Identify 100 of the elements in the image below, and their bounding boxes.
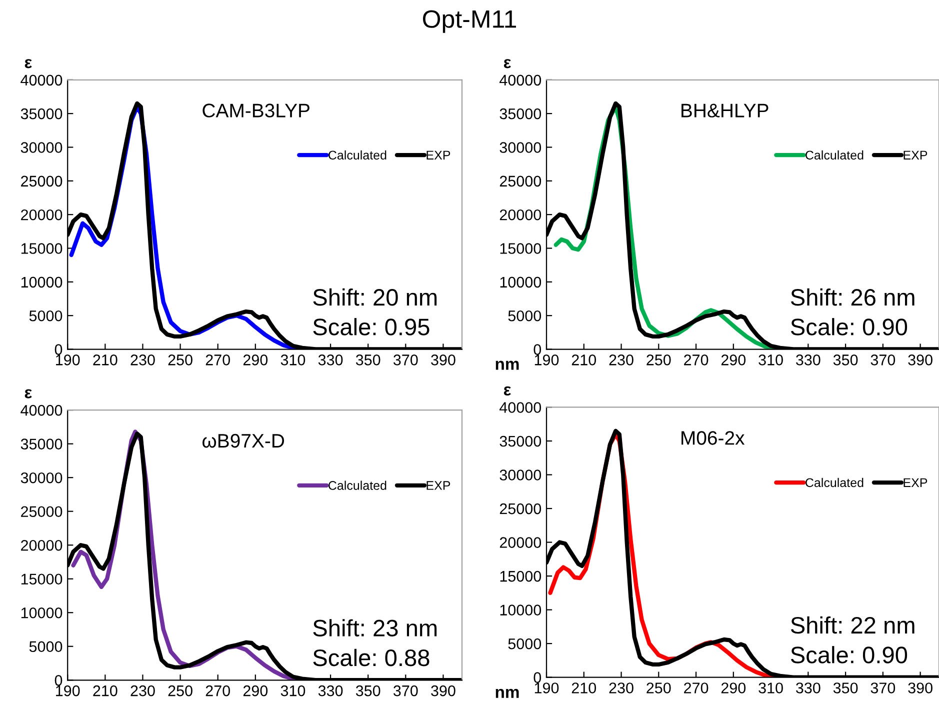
x-tick-label: 310 [758, 682, 783, 694]
x-tick-label: 330 [318, 685, 343, 696]
y-tick-label: 15000 [21, 574, 62, 585]
x-tick-label: 270 [206, 354, 230, 366]
y-tick-label: 35000 [20, 108, 62, 120]
x-tick-label: 350 [356, 685, 380, 696]
x-tick-label: 370 [870, 682, 896, 694]
annotation: CAM-B3LYP [202, 104, 310, 118]
x-tick-label: 350 [833, 682, 858, 694]
y-tick-label: 25000 [21, 506, 62, 518]
x-tick-label: 270 [206, 685, 230, 696]
y-tick-label: 30000 [500, 142, 542, 153]
y-tick-label: 20000 [500, 537, 542, 548]
x-tick-label: 250 [646, 682, 671, 694]
y-tick-label: 35000 [500, 108, 542, 120]
y-tick-label: 10000 [500, 604, 542, 616]
y-axis-title: ε [504, 386, 511, 396]
y-tick-label: 30000 [20, 472, 62, 484]
y-tick-label: 30000 [20, 142, 62, 153]
y-tick-label: 40000 [500, 74, 542, 86]
y-tick-label: 40000 [20, 404, 62, 416]
x-tick-label: 350 [356, 354, 380, 366]
x-tick-label: 190 [534, 682, 559, 694]
legend-label: Calculated [328, 480, 386, 490]
y-tick-label: 40000 [500, 402, 542, 413]
legend-label: Calculated [328, 150, 386, 160]
x-tick-label: 330 [796, 354, 820, 366]
legend-label: Calculated [806, 478, 864, 488]
x-tick-label: 290 [721, 682, 746, 694]
y-axis-title: ε [24, 59, 32, 68]
annotation: M06-2x [682, 431, 745, 445]
annotation: BH&HLYP [682, 104, 768, 118]
x-axis-title: nm [496, 360, 519, 370]
annotation: Shift: 23 nm [313, 619, 437, 637]
x-tick-label: 190 [534, 354, 559, 366]
y-tick-label: 35000 [20, 438, 62, 450]
x-tick-label: 230 [609, 682, 634, 694]
x-tick-label: 290 [243, 685, 268, 696]
annotation: Scale: 0.95 [313, 318, 430, 336]
y-tick-label: 35000 [500, 436, 542, 447]
y-tick-label: 5000 [29, 641, 62, 652]
y-tick-label: 15000 [21, 243, 62, 254]
y-tick-label: 30000 [500, 470, 542, 480]
x-tick-label: 390 [431, 354, 456, 366]
y-tick-label: 15000 [500, 243, 542, 254]
x-tick-label: 310 [758, 354, 783, 366]
annotation: Scale: 0.90 [790, 646, 908, 664]
x-tick-label: 230 [130, 685, 155, 696]
y-tick-label: 25000 [500, 176, 542, 187]
x-tick-label: 370 [393, 354, 418, 366]
x-axis-title: nm [496, 688, 519, 698]
y-tick-label: 25000 [21, 176, 62, 187]
y-axis-title: ε [24, 389, 32, 398]
y-axis-title: ε [504, 59, 511, 68]
y-tick-label: 0 [534, 344, 542, 355]
y-tick-label: 0 [54, 344, 62, 355]
y-tick-label: 5000 [508, 638, 542, 650]
legend-label: EXP [904, 478, 928, 487]
x-tick-label: 330 [318, 354, 343, 366]
y-tick-label: 20000 [500, 209, 542, 220]
annotation: ωB97X-D [202, 434, 284, 448]
x-tick-label: 310 [280, 354, 306, 366]
x-tick-label: 190 [56, 354, 80, 366]
y-tick-label: 10000 [21, 276, 62, 288]
x-tick-label: 390 [908, 354, 932, 366]
x-tick-label: 250 [646, 354, 671, 366]
x-tick-label: 390 [431, 685, 456, 696]
legend-label: EXP [426, 481, 450, 490]
y-tick-label: 40000 [20, 74, 62, 86]
annotation: Shift: 22 nm [790, 616, 914, 634]
x-tick-label: 250 [168, 354, 192, 366]
x-tick-label: 250 [168, 685, 192, 696]
legend-label: EXP [904, 150, 928, 160]
y-tick-label: 5000 [29, 310, 62, 322]
x-tick-label: 290 [243, 354, 268, 366]
y-tick-label: 0 [534, 672, 542, 683]
x-tick-label: 270 [684, 354, 708, 366]
x-tick-label: 370 [870, 354, 896, 366]
legend-label: Calculated [806, 150, 864, 160]
y-tick-label: 0 [54, 675, 62, 686]
x-tick-label: 210 [93, 354, 118, 366]
y-tick-label: 15000 [500, 570, 542, 582]
x-tick-label: 270 [684, 682, 708, 694]
legend-label: EXP [426, 150, 450, 160]
y-tick-label: 20000 [21, 540, 62, 551]
x-tick-label: 370 [393, 685, 418, 696]
x-tick-label: 210 [572, 354, 596, 366]
y-tick-label: 10000 [500, 276, 542, 288]
annotation: Scale: 0.90 [790, 318, 908, 336]
x-tick-label: 290 [721, 354, 746, 366]
x-tick-label: 230 [130, 354, 155, 366]
y-tick-label: 10000 [21, 607, 62, 618]
x-tick-label: 310 [280, 685, 306, 696]
annotation: Shift: 20 nm [313, 288, 437, 306]
x-tick-label: 190 [56, 685, 80, 696]
x-tick-label: 210 [93, 685, 118, 696]
x-tick-label: 230 [609, 354, 634, 366]
annotation: Scale: 0.88 [313, 648, 430, 666]
y-tick-label: 20000 [21, 209, 62, 220]
x-tick-label: 350 [833, 354, 858, 366]
